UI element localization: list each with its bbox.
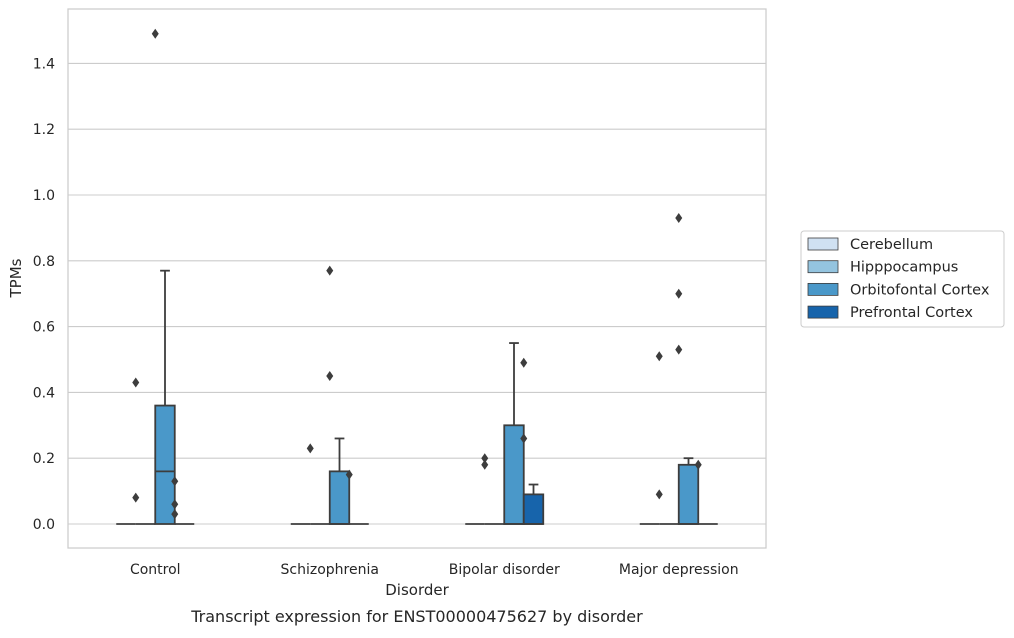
y-tick-labels: 0.0 0.2 0.4 0.6 0.8 1.0 1.2 1.4 <box>33 56 55 533</box>
legend-label: Prefrontal Cortex <box>850 305 973 321</box>
x-tick-label: Major depression <box>619 562 739 578</box>
outlier-point <box>675 344 683 355</box>
figure-caption: Transcript expression for ENST0000047562… <box>190 607 643 626</box>
outlier-point <box>481 453 489 464</box>
outlier-point <box>151 28 159 39</box>
outlier-point <box>326 370 334 381</box>
outlier-point <box>132 492 140 503</box>
outlier-point <box>675 288 683 299</box>
legend-swatch <box>807 282 839 296</box>
box-group <box>151 28 176 525</box>
box-body <box>154 404 176 525</box>
plot-frame <box>67 8 767 549</box>
outlier-point <box>520 433 528 444</box>
box-group <box>326 265 351 525</box>
outlier-point <box>655 351 663 362</box>
box-group <box>675 213 700 525</box>
y-tick-label: 0.2 <box>33 451 55 467</box>
outlier-point <box>171 509 179 520</box>
x-tick-label: Schizophrenia <box>281 562 379 578</box>
box-group <box>520 357 545 525</box>
y-tick-label: 0.6 <box>33 320 55 336</box>
legend: Cerebellum Hipppocampus Orbitofontal Corte… <box>800 230 1005 328</box>
box-group <box>655 351 679 525</box>
outlier-point <box>171 499 179 510</box>
outlier-point <box>345 469 353 480</box>
box-body <box>677 463 700 525</box>
box-group <box>345 469 369 525</box>
y-tick-label: 1.4 <box>33 56 55 72</box>
x-tick-label: Control <box>130 562 181 578</box>
x-tick-labels: Control Schizophrenia Bipolar disorder Majo… <box>130 562 739 578</box>
y-tick-label: 0.0 <box>33 517 55 533</box>
legend-swatch <box>807 305 839 319</box>
outlier-point <box>171 476 179 487</box>
y-tick-label: 1.2 <box>33 122 55 138</box>
box-marks <box>116 28 718 525</box>
outlier-point <box>306 443 314 454</box>
box-group <box>503 342 525 525</box>
box-group <box>171 476 195 525</box>
outlier-point <box>520 357 528 368</box>
box-body <box>503 424 525 525</box>
legend-label: Orbitofontal Cortex <box>850 282 990 298</box>
legend-swatch <box>807 237 839 251</box>
outlier-point <box>675 213 683 224</box>
legend-frame <box>800 230 1005 328</box>
outlier-point <box>694 459 702 470</box>
box-group <box>694 459 718 525</box>
y-axis-label: TPMs <box>7 258 25 298</box>
outlier-point <box>481 459 489 470</box>
box-body <box>328 470 351 525</box>
legend-label: Hipppocampus <box>850 260 958 276</box>
legend-entries: Cerebellum Hipppocampus Orbitofontal Corte… <box>807 237 990 321</box>
legend-swatch <box>807 260 839 274</box>
outlier-point <box>326 265 334 276</box>
y-tick-label: 0.4 <box>33 385 55 401</box>
outlier-point <box>132 377 140 388</box>
box-group <box>132 377 156 525</box>
box-group <box>306 443 330 525</box>
box-group <box>481 453 505 525</box>
y-tick-label: 1.0 <box>33 188 55 204</box>
x-axis-label: Disorder <box>385 581 449 599</box>
legend-label: Cerebellum <box>850 237 933 253</box>
x-tick-label: Bipolar disorder <box>449 562 560 578</box>
box-body <box>522 493 545 525</box>
y-tick-label: 0.8 <box>33 254 55 270</box>
outlier-point <box>655 489 663 500</box>
